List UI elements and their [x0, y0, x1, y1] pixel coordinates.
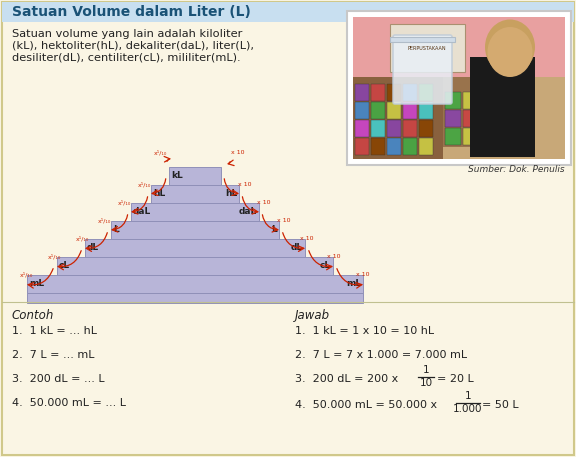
- Text: x 10: x 10: [238, 182, 252, 187]
- FancyBboxPatch shape: [393, 35, 452, 104]
- Text: x¹/₁₀: x¹/₁₀: [98, 218, 112, 224]
- Text: 3.  200 dL = ... L: 3. 200 dL = ... L: [12, 374, 105, 384]
- Bar: [353, 17, 565, 77]
- Bar: [57, 257, 333, 275]
- Text: daL: daL: [238, 207, 257, 217]
- Bar: [85, 239, 305, 257]
- Bar: [419, 102, 433, 119]
- Text: 4.  50.000 mL = 50.000 x: 4. 50.000 mL = 50.000 x: [295, 400, 437, 410]
- Text: L: L: [113, 225, 119, 234]
- Text: Contoh: Contoh: [12, 309, 54, 322]
- Text: hL: hL: [225, 190, 237, 198]
- Text: mL: mL: [29, 280, 44, 288]
- Bar: [371, 102, 385, 119]
- Bar: [443, 77, 523, 147]
- Bar: [403, 138, 417, 155]
- Text: Satuan Volume dalam Liter (L): Satuan Volume dalam Liter (L): [12, 5, 251, 19]
- Text: x¹/₁₀: x¹/₁₀: [118, 200, 132, 206]
- FancyBboxPatch shape: [347, 11, 571, 165]
- Text: kL: kL: [171, 171, 183, 181]
- Text: 1.  1 kL = 1 x 10 = 10 hL: 1. 1 kL = 1 x 10 = 10 hL: [295, 326, 434, 336]
- Bar: [445, 128, 461, 145]
- Text: desiliter(dL), centiliter(cL), mililiter(mL).: desiliter(dL), centiliter(cL), mililiter…: [12, 53, 241, 63]
- Bar: [111, 221, 279, 239]
- Text: x 10: x 10: [356, 272, 370, 277]
- Bar: [499, 92, 515, 109]
- Text: hL: hL: [153, 190, 165, 198]
- Text: PERPUSTAKAAN: PERPUSTAKAAN: [408, 46, 446, 51]
- Bar: [481, 110, 497, 127]
- Text: x 10: x 10: [327, 255, 341, 260]
- Text: dL: dL: [87, 244, 99, 253]
- Bar: [355, 138, 369, 155]
- Bar: [390, 37, 455, 42]
- Bar: [371, 84, 385, 101]
- Bar: [27, 275, 363, 293]
- Text: Sumber: Dok. Penulis: Sumber: Dok. Penulis: [468, 165, 565, 174]
- Text: 3.  200 dL = 200 x: 3. 200 dL = 200 x: [295, 374, 398, 384]
- Bar: [390, 24, 465, 72]
- Text: dL: dL: [291, 244, 303, 253]
- Text: x¹/₁₀: x¹/₁₀: [75, 236, 89, 242]
- Bar: [481, 92, 497, 109]
- Text: 1.000: 1.000: [453, 404, 483, 414]
- Bar: [355, 102, 369, 119]
- Text: (kL), hektoliter(hL), dekaliter(daL), liter(L),: (kL), hektoliter(hL), dekaliter(daL), li…: [12, 41, 254, 51]
- Text: Jawab: Jawab: [295, 309, 330, 322]
- Text: 1: 1: [465, 391, 471, 401]
- Text: x¹/₁₀: x¹/₁₀: [48, 254, 62, 260]
- Text: L: L: [271, 225, 277, 234]
- Bar: [463, 110, 479, 127]
- Bar: [371, 138, 385, 155]
- Bar: [355, 120, 369, 137]
- Bar: [151, 185, 239, 203]
- Bar: [419, 84, 433, 101]
- Bar: [419, 138, 433, 155]
- Ellipse shape: [487, 27, 532, 77]
- Text: x 10: x 10: [277, 218, 291, 223]
- Text: 1: 1: [423, 365, 429, 375]
- Bar: [419, 120, 433, 137]
- Bar: [499, 110, 515, 127]
- Text: 2.  7 L = 7 x 1.000 = 7.000 mL: 2. 7 L = 7 x 1.000 = 7.000 mL: [295, 350, 467, 360]
- Bar: [463, 92, 479, 109]
- Text: x¹/₁₀: x¹/₁₀: [20, 272, 33, 278]
- Text: = 20 L: = 20 L: [437, 374, 473, 384]
- Text: mL: mL: [346, 280, 361, 288]
- Text: x 10: x 10: [257, 201, 271, 206]
- Text: cL: cL: [320, 261, 331, 271]
- Text: = 50 L: = 50 L: [482, 400, 518, 410]
- Bar: [470, 57, 535, 157]
- Bar: [403, 120, 417, 137]
- Bar: [387, 138, 401, 155]
- Bar: [481, 128, 497, 145]
- Text: 10: 10: [419, 378, 433, 388]
- Bar: [355, 84, 369, 101]
- Bar: [353, 77, 443, 159]
- Text: x¹/₁₀: x¹/₁₀: [137, 182, 151, 188]
- Bar: [353, 17, 565, 159]
- Bar: [403, 84, 417, 101]
- Bar: [499, 128, 515, 145]
- Bar: [387, 120, 401, 137]
- Text: 2.  7 L = ... mL: 2. 7 L = ... mL: [12, 350, 94, 360]
- Bar: [403, 102, 417, 119]
- Text: x 10: x 10: [231, 150, 245, 155]
- Bar: [445, 110, 461, 127]
- Text: daL: daL: [133, 207, 151, 217]
- Text: x 10: x 10: [300, 237, 314, 241]
- Bar: [445, 92, 461, 109]
- Bar: [131, 203, 259, 221]
- Bar: [2, 2, 574, 22]
- Bar: [371, 120, 385, 137]
- Text: 4.  50.000 mL = ... L: 4. 50.000 mL = ... L: [12, 398, 126, 408]
- Bar: [463, 128, 479, 145]
- Bar: [27, 293, 363, 303]
- Text: cL: cL: [59, 261, 70, 271]
- Text: 1.  1 kL = ... hL: 1. 1 kL = ... hL: [12, 326, 97, 336]
- Bar: [387, 84, 401, 101]
- Text: Satuan volume yang lain adalah kiloliter: Satuan volume yang lain adalah kiloliter: [12, 29, 242, 39]
- Bar: [169, 167, 221, 185]
- Text: x¹/₁₀: x¹/₁₀: [154, 150, 168, 156]
